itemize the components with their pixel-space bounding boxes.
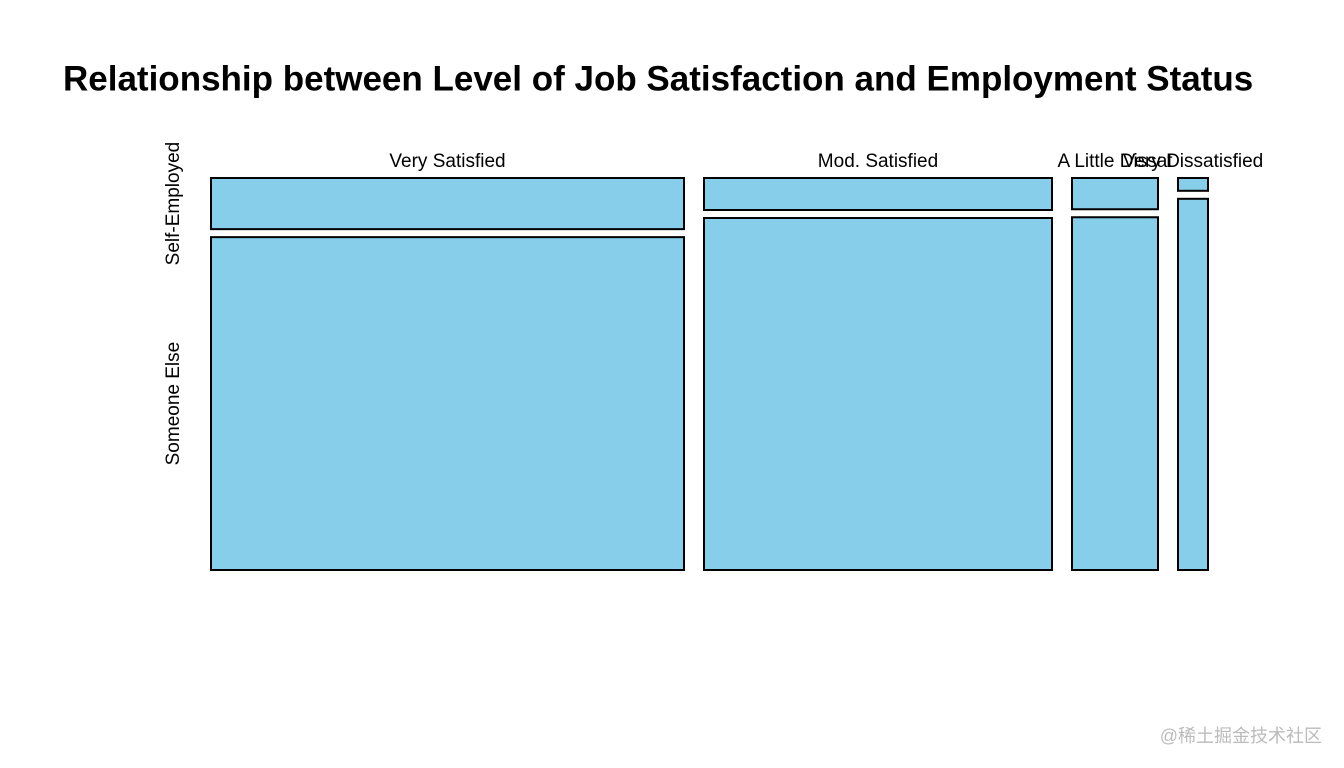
column-label: Very Dissatisfied — [1123, 151, 1263, 172]
watermark: @稀土掘金技术社区 — [1160, 726, 1322, 746]
column-label: Very Satisfied — [389, 151, 505, 172]
column-label: A Little Dissat — [1057, 151, 1173, 172]
mosaic-cell — [210, 236, 685, 571]
row-label: Self-Employed — [163, 142, 184, 266]
chart-title: Relationship between Level of Job Satisf… — [63, 59, 1253, 98]
mosaic-cell — [1177, 177, 1209, 192]
mosaic-cell — [703, 177, 1053, 211]
mosaic-cell — [1177, 197, 1209, 572]
mosaic-cell — [703, 217, 1053, 571]
row-label: Someone Else — [163, 342, 184, 466]
mosaic-cell — [210, 177, 685, 231]
mosaic-cell — [1071, 216, 1159, 571]
mosaic-cell — [1071, 177, 1159, 211]
column-label: Mod. Satisfied — [818, 151, 938, 172]
